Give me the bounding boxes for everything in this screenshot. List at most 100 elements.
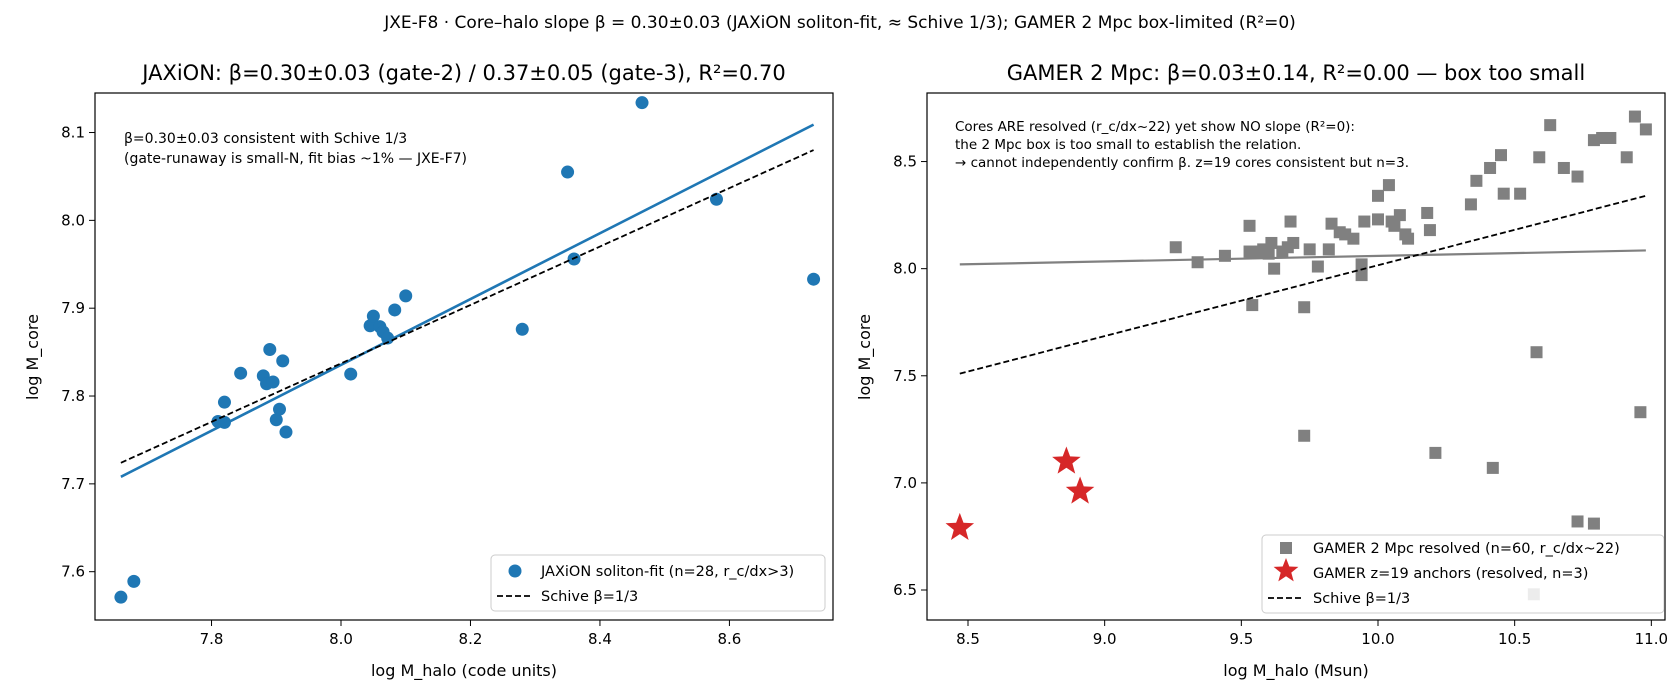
jaxion-legend-label-points: JAXiON soliton-fit (n=28, r_c/dx>3) — [540, 564, 794, 580]
gamer-xtick-label: 10.0 — [1361, 630, 1394, 648]
jaxion-ytick-label: 7.7 — [61, 475, 85, 493]
gamer-data-point — [1423, 224, 1436, 237]
jaxion-annotation: β=0.30±0.03 consistent with Schive 1/3 (… — [124, 131, 467, 167]
jaxion-ytick-label: 7.9 — [61, 299, 85, 317]
jaxion-data-point — [388, 303, 402, 317]
gamer-data-point — [1218, 249, 1231, 262]
gamer-annotation-line-3: → cannot independently confirm β. z=19 c… — [955, 155, 1409, 171]
gamer-data-point — [1470, 174, 1483, 187]
gamer-anchor-star — [1052, 446, 1081, 474]
gamer-data-point — [1191, 256, 1204, 269]
jaxion-data-point — [635, 96, 649, 110]
gamer-data-point — [1372, 213, 1384, 226]
jaxion-xtick-label: 8.4 — [588, 630, 612, 648]
jaxion-marks — [114, 96, 821, 604]
gamer-ytick-label: 8.5 — [893, 153, 917, 171]
gamer-data-point — [1358, 215, 1371, 228]
jaxion-data-point — [273, 402, 286, 416]
gamer-data-point — [1421, 206, 1434, 219]
gamer-data-point — [1355, 269, 1368, 282]
jaxion-ytick-label: 8.0 — [61, 211, 85, 229]
gamer-data-point — [1339, 228, 1352, 241]
jaxion-xtick-label: 8.6 — [717, 630, 741, 648]
jaxion-title: JAXiON: β=0.30±0.03 (gate-2) / 0.37±0.05… — [140, 61, 785, 85]
gamer-xtick-label: 11.0 — [1635, 630, 1668, 648]
jaxion-data-point — [561, 165, 575, 179]
gamer-data-point — [1587, 517, 1600, 530]
gamer-ytick-label: 8.0 — [893, 260, 917, 278]
jaxion-data-point — [381, 331, 395, 345]
jaxion-legend: JAXiON soliton-fit (n=28, r_c/dx>3) Schi… — [490, 554, 826, 612]
gamer-data-point — [1322, 243, 1335, 256]
jaxion-data-point — [266, 375, 280, 389]
gamer-ytick-label: 6.5 — [893, 581, 917, 599]
gamer-data-point — [1382, 179, 1395, 192]
gamer-title: GAMER 2 Mpc: β=0.03±0.14, R²=0.00 — box … — [1007, 61, 1585, 85]
jaxion-data-point — [344, 367, 358, 381]
jaxion-data-point — [807, 272, 821, 286]
gamer-xtick-label: 9.0 — [1093, 630, 1117, 648]
jaxion-data-point — [399, 289, 413, 303]
gamer-data-point — [1604, 131, 1617, 144]
gamer-schive-line — [959, 194, 1647, 375]
gamer-legend-marker-stars — [1273, 558, 1299, 582]
gamer-data-point — [1298, 429, 1311, 442]
gamer-data-point — [1284, 215, 1297, 228]
gamer-data-point — [1497, 187, 1510, 200]
gamer-data-point — [1514, 187, 1527, 200]
gamer-data-point — [1303, 243, 1316, 256]
gamer-data-point — [1571, 170, 1584, 183]
gamer-legend-box — [1261, 534, 1665, 614]
jaxion-xtick-label: 7.8 — [200, 630, 224, 648]
jaxion-data-point — [263, 342, 277, 356]
gamer-data-point — [1169, 241, 1182, 254]
jaxion-ytick-label: 7.8 — [61, 387, 85, 405]
gamer-data-point — [1402, 232, 1415, 245]
jaxion-data-point — [269, 413, 283, 427]
gamer-data-point — [1495, 149, 1507, 162]
gamer-axes-frame — [926, 92, 1666, 621]
jaxion-schive-line — [120, 149, 814, 464]
gamer-xtick-label: 10.5 — [1498, 630, 1531, 648]
gamer-data-point — [1298, 301, 1311, 314]
jaxion-annotation-line-2: (gate-runaway is small-N, fit bias ~1% —… — [124, 151, 467, 167]
jaxion-ytick-label: 8.1 — [61, 124, 85, 142]
jaxion-xtick-label: 8.0 — [329, 630, 353, 648]
gamer-legend: GAMER 2 Mpc resolved (n=60, r_c/dx~22) G… — [1261, 534, 1665, 614]
gamer-xtick-label: 9.5 — [1229, 630, 1253, 648]
gamer-annotation-line-1: Cores ARE resolved (r_c/dx~22) yet show … — [955, 119, 1355, 135]
gamer-data-point — [1311, 260, 1324, 273]
jaxion-data-point — [515, 322, 529, 336]
gamer-xtick-label: 8.5 — [956, 630, 980, 648]
gamer-data-point — [1486, 461, 1499, 474]
jaxion-data-point — [276, 354, 290, 368]
jaxion-ylabel: log M_core — [23, 314, 43, 400]
gamer-data-point — [1429, 446, 1442, 459]
jaxion-data-point — [279, 425, 293, 439]
gamer-ylabel: log M_core — [855, 314, 875, 400]
gamer-data-point — [1628, 110, 1641, 123]
gamer-data-point — [1557, 161, 1570, 174]
gamer-fit-line — [959, 249, 1646, 266]
jaxion-data-point — [366, 309, 380, 323]
gamer-legend-label-stars: GAMER z=19 anchors (resolved, n=3) — [1313, 566, 1588, 582]
gamer-annotation: Cores ARE resolved (r_c/dx~22) yet show … — [955, 119, 1409, 171]
jaxion-xlabel: log M_halo (code units) — [371, 661, 557, 681]
gamer-data-point — [1355, 258, 1368, 271]
gamer-ytick-label: 7.0 — [893, 474, 917, 492]
gamer-data-point — [1287, 236, 1300, 249]
jaxion-axes-frame — [94, 92, 834, 621]
gamer-xlabel: log M_halo (Msun) — [1223, 661, 1368, 681]
jaxion-xtick-label: 8.2 — [459, 630, 483, 648]
gamer-legend-label-schive: Schive β=1/3 — [1313, 591, 1410, 607]
jaxion-legend-marker-points — [508, 564, 522, 578]
gamer-data-point — [1533, 151, 1546, 164]
gamer-data-point — [1372, 189, 1384, 202]
gamer-data-point — [1243, 219, 1256, 232]
gamer-annotation-line-2: the 2 Mpc box is too small to establish … — [955, 137, 1301, 153]
gamer-data-point — [1257, 243, 1270, 256]
gamer-data-point — [1620, 151, 1633, 164]
gamer-data-point — [1634, 406, 1647, 419]
gamer-ticks: 8.5 9.0 9.5 10.0 10.5 11.0 6.5 7.0 7.5 8.0 8.5 — [893, 92, 1668, 648]
gamer-data-point — [1388, 219, 1401, 232]
